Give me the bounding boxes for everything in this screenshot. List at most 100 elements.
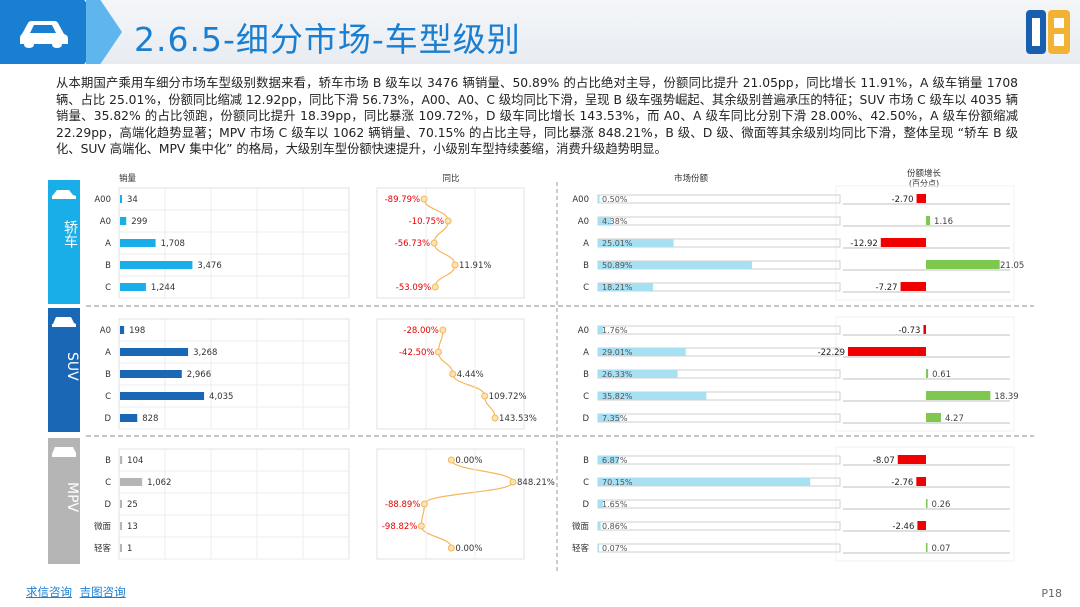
sales-plot-frame <box>118 448 350 560</box>
yoy-value-label: -42.50% <box>399 348 434 358</box>
mpv-icon <box>52 447 76 457</box>
segment-name: 轿车 <box>62 220 78 248</box>
sales-bar <box>120 195 122 203</box>
share-growth-bar <box>926 260 1000 269</box>
sales-bar <box>120 392 205 400</box>
share-growth-bar <box>923 325 926 334</box>
share-growth-value-label: 4.27 <box>945 414 964 424</box>
share-value-label: 0.86% <box>602 522 628 531</box>
yoy-plot-frame <box>376 187 525 299</box>
yoy-value-label: -56.73% <box>395 239 430 249</box>
category-label: D <box>582 500 589 510</box>
page-number: P18 <box>1041 587 1062 600</box>
category-label: B <box>105 370 111 380</box>
sales-bar <box>120 414 138 422</box>
sales-bar <box>120 348 189 356</box>
yoy-series-line <box>423 198 456 288</box>
sales-value-label: 1,244 <box>151 283 175 293</box>
page-title: 2.6.5-细分市场-车型级别 <box>134 20 521 59</box>
segment-label-suv: SUV <box>48 308 80 432</box>
share-value-label: 7.35% <box>602 414 628 423</box>
sales-value-label: 3,476 <box>197 261 221 271</box>
category-label: A00 <box>572 195 589 205</box>
footer-link-2[interactable]: 吉图咨询 <box>79 585 126 599</box>
share-bar <box>598 261 752 269</box>
category-label: A00 <box>94 195 111 205</box>
share-bar-track <box>597 369 841 379</box>
share-bar <box>598 414 621 422</box>
category-label: A0 <box>578 217 589 227</box>
category-label: B <box>583 261 589 271</box>
yoy-point <box>430 239 438 247</box>
sales-value-label: 3,268 <box>193 348 217 358</box>
footer-links: 求信咨询 吉图咨询 <box>26 584 130 600</box>
share-growth-bar <box>926 369 929 378</box>
share-growth-frame <box>835 185 1015 301</box>
share-growth-bar <box>926 413 941 422</box>
yoy-point <box>447 544 455 552</box>
share-bar-track <box>597 194 841 204</box>
share-bar <box>598 239 674 247</box>
sales-bar <box>120 239 156 247</box>
share-bar <box>598 522 601 530</box>
sales-value-label: 13 <box>127 522 138 532</box>
sales-value-label: 2,966 <box>187 370 211 380</box>
share-value-label: 6.87% <box>602 456 628 465</box>
category-label: D <box>582 414 589 424</box>
yoy-point <box>509 478 517 486</box>
category-label: B <box>583 456 589 466</box>
share-bar <box>598 500 603 508</box>
share-growth-value-label: 21.05 <box>1000 261 1024 271</box>
share-value-label: 18.21% <box>602 283 633 292</box>
share-growth-value-label: 0.26 <box>932 500 951 510</box>
sales-bar <box>120 261 193 269</box>
share-growth-bar <box>916 477 926 486</box>
yoy-value-label: 143.53% <box>499 414 537 424</box>
share-bar-track <box>597 413 841 423</box>
share-growth-value-label: -12.92 <box>850 239 877 249</box>
sedan-icon <box>52 190 76 199</box>
yoy-value-label: 0.00% <box>455 456 482 466</box>
yoy-point <box>449 370 457 378</box>
car-icon <box>20 21 68 48</box>
category-label: D <box>104 414 111 424</box>
column-header-yoy: 同比 <box>442 173 459 184</box>
sales-bar <box>120 500 122 508</box>
share-value-label: 25.01% <box>602 239 633 248</box>
yoy-value-label: 4.44% <box>457 370 484 380</box>
share-value-label: 0.50% <box>602 195 628 204</box>
share-growth-bar <box>916 194 926 203</box>
sales-bar <box>120 370 182 378</box>
share-value-label: 29.01% <box>602 348 633 357</box>
share-bar-track <box>597 282 841 292</box>
yoy-value-label: -88.89% <box>385 500 420 510</box>
category-label: A <box>583 348 589 358</box>
share-bar-track <box>597 499 841 509</box>
column-header-share-growth-unit: (百分点) <box>909 179 939 188</box>
yoy-value-label: -89.79% <box>385 195 420 205</box>
share-growth-frame <box>835 316 1015 432</box>
share-bar-track <box>597 543 841 553</box>
suv-icon <box>52 317 76 327</box>
yoy-plot-frame <box>376 448 525 560</box>
segment-name: SUV <box>64 352 80 381</box>
share-growth-value-label: 1.16 <box>934 217 953 227</box>
share-bar-track <box>597 347 841 357</box>
yoy-value-label: 11.91% <box>459 261 491 271</box>
sales-bar <box>120 326 125 334</box>
category-label: B <box>105 261 111 271</box>
yoy-value-label: 0.00% <box>455 544 482 554</box>
category-label: A <box>105 239 111 249</box>
share-bar <box>598 348 686 356</box>
sales-value-label: 104 <box>127 456 143 466</box>
yoy-value-label: -28.00% <box>403 326 438 336</box>
category-label: C <box>105 283 111 293</box>
sales-value-label: 1,708 <box>161 239 185 249</box>
sales-value-label: 4,035 <box>209 392 233 402</box>
footer-link-1[interactable]: 求信咨询 <box>26 585 72 599</box>
yoy-point <box>481 392 489 400</box>
share-bar <box>598 544 599 552</box>
segment-label-sedan: 轿车 <box>48 180 80 304</box>
share-bar-track <box>597 521 841 531</box>
share-bar <box>598 478 811 486</box>
